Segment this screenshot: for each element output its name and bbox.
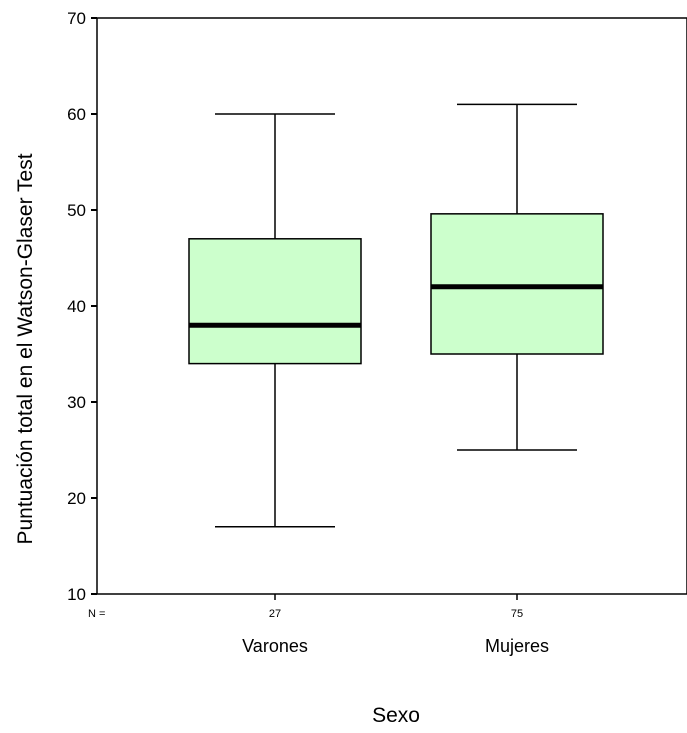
y-tick-label-10: 10 <box>67 585 86 604</box>
y-tick-label-30: 30 <box>67 393 86 412</box>
x-axis-title: Sexo <box>372 704 420 727</box>
iqr-box-varones <box>188 238 362 365</box>
x-axis-ticks: 27 Varones 75 Mujeres <box>242 594 549 656</box>
y-tick-label-20: 20 <box>67 489 86 508</box>
y-tick-label-60: 60 <box>67 105 86 124</box>
y-axis-ticks: 10 20 30 40 50 60 70 <box>67 9 97 604</box>
box-mujeres <box>430 103 604 451</box>
iqr-box-mujeres <box>430 213 604 355</box>
category-label-varones: Varones <box>242 636 308 656</box>
n-prefix-label: N = <box>88 608 105 620</box>
y-tick-label-50: 50 <box>67 201 86 220</box>
y-tick-label-70: 70 <box>67 9 86 28</box>
n-label-varones: 27 <box>269 608 281 620</box>
category-label-mujeres: Mujeres <box>485 636 549 656</box>
box-series <box>188 103 604 528</box>
y-axis-title: Puntuación total en el Watson-Glaser Tes… <box>14 153 37 544</box>
n-label-mujeres: 75 <box>511 608 523 620</box>
box-varones <box>188 113 362 528</box>
y-tick-label-40: 40 <box>67 297 86 316</box>
